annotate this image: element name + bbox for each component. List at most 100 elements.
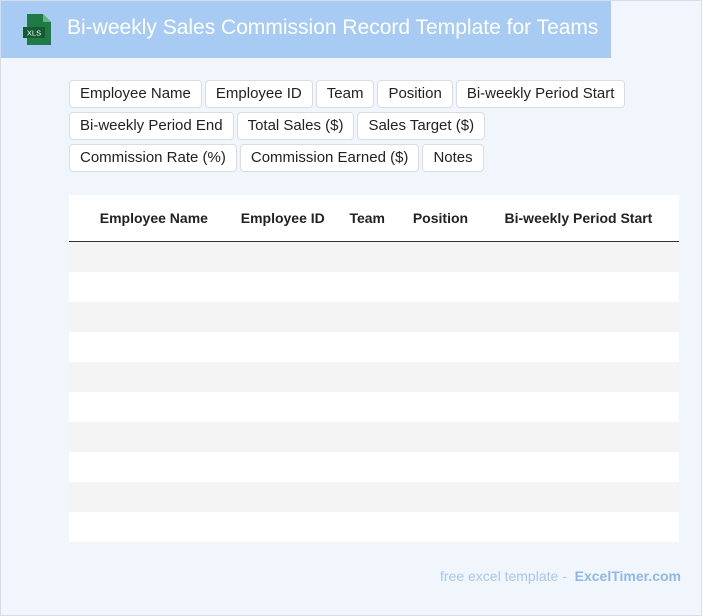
table-cell: [476, 362, 661, 392]
table-cell: [332, 482, 393, 512]
field-chip: Commission Rate (%): [69, 144, 237, 172]
table-cell: [476, 452, 660, 482]
table: Employee Name Employee ID Team Position Bi-w…: [69, 195, 679, 542]
table-cell: [216, 392, 333, 422]
table-body: [69, 241, 679, 543]
table-cell: [476, 422, 661, 452]
table-row: [69, 362, 679, 392]
table-cell: [660, 482, 679, 512]
table-cell: [69, 362, 216, 392]
table-cell: [69, 512, 216, 542]
table-row: [69, 332, 679, 362]
table-cell: [69, 452, 216, 482]
column-header: Employee Name: [69, 195, 216, 242]
table-cell: [392, 422, 477, 452]
table-cell: [333, 452, 393, 482]
field-chip: Notes: [422, 144, 484, 172]
column-header: Employee ID: [215, 195, 333, 242]
table-cell: [660, 422, 679, 452]
table-cell: [660, 272, 679, 302]
table-cell: [216, 272, 333, 302]
header-row: Employee Name Employee ID Team Position Bi-w…: [69, 195, 679, 242]
table-cell: [476, 241, 661, 272]
table-row: [69, 512, 679, 542]
table-cell: [392, 241, 477, 272]
column-header: Team: [332, 195, 393, 242]
table-cell: [393, 452, 476, 482]
table-cell: [216, 512, 333, 542]
table-cell: [215, 482, 333, 512]
table-cell: [392, 482, 477, 512]
field-chip: Employee ID: [204, 80, 313, 108]
table-row: [69, 241, 679, 272]
table-cell: [660, 332, 679, 362]
field-chip: Commission Earned ($): [239, 144, 420, 172]
table-cell: [476, 392, 660, 422]
table-cell: [393, 332, 476, 362]
table-cell: [332, 422, 393, 452]
field-chips: Employee Name Employee ID Team Position Bi-w…: [69, 80, 654, 172]
table-cell: [660, 512, 679, 542]
table-cell: [476, 302, 661, 332]
field-chip: Total Sales ($): [236, 112, 355, 140]
table-cell: [69, 482, 216, 512]
table-cell: [215, 302, 333, 332]
table-cell: [476, 512, 660, 542]
table-row: [69, 452, 679, 482]
table-cell: [660, 392, 679, 422]
table-row: [69, 422, 679, 452]
table-cell: [215, 422, 333, 452]
table-cell: [476, 332, 660, 362]
table-cell: [69, 302, 216, 332]
table-cell: [660, 302, 679, 332]
table-cell: [69, 422, 216, 452]
table-cell: [69, 392, 216, 422]
table-row: [69, 482, 679, 512]
column-header: Bi-weekly Period End: [660, 195, 679, 242]
table-row: [69, 392, 679, 422]
table-cell: [333, 512, 393, 542]
table-cell: [393, 512, 476, 542]
table-cell: [660, 452, 679, 482]
table-cell: [69, 332, 216, 362]
title: Bi-weekly Sales Commission Record Templa…: [67, 16, 599, 39]
table-cell: [332, 302, 393, 332]
field-chip: Bi-weekly Period End: [69, 112, 234, 140]
table-cell: [69, 241, 216, 272]
table-cell: [332, 241, 393, 272]
table-cell: [660, 241, 679, 272]
table-cell: [476, 482, 661, 512]
table-cell: [216, 332, 333, 362]
table-cell: [660, 362, 679, 392]
icon-fold: [43, 14, 51, 22]
footer: free excel template - ExcelTimer.com: [440, 568, 681, 584]
field-chip: Sales Target ($): [357, 112, 486, 140]
column-header: Position: [392, 195, 477, 242]
table-cell: [333, 332, 393, 362]
table-cell: [392, 302, 477, 332]
header-bar: XLS Bi-weekly Sales Commission Record Te…: [1, 1, 611, 58]
table-cell: [215, 241, 333, 272]
table-cell: [332, 362, 393, 392]
field-chip: Team: [315, 80, 375, 108]
xls-icon: XLS: [23, 14, 51, 45]
footer-text: free excel template -: [440, 568, 567, 584]
icon-band: [23, 27, 45, 38]
table-container: Employee Name Employee ID Team Position Bi-w…: [69, 195, 679, 542]
table-cell: [215, 362, 333, 392]
table-cell: [476, 272, 660, 302]
field-chip: Employee Name: [69, 80, 202, 108]
table-cell: [69, 272, 216, 302]
icon-label: XLS: [27, 29, 41, 38]
table-cell: [393, 392, 476, 422]
table-row: [69, 272, 679, 302]
table-cell: [333, 272, 393, 302]
column-header: Bi-weekly Period Start: [476, 195, 661, 242]
field-chip: Bi-weekly Period Start: [455, 80, 626, 108]
table-cell: [333, 392, 393, 422]
field-chip: Position: [377, 80, 453, 108]
footer-brand: ExcelTimer.com: [574, 568, 681, 584]
table-cell: [393, 272, 476, 302]
table-cell: [216, 452, 333, 482]
